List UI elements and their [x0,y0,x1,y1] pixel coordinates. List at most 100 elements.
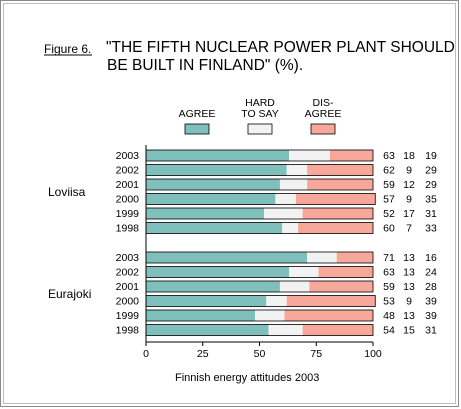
bar-segment-disagree [298,222,373,234]
data-label-disagree: 29 [425,165,437,177]
data-label-disagree: 33 [425,223,437,235]
bar-segment-disagree [318,266,373,278]
bar-segment-disagree [307,179,373,190]
bar-segment-agree [146,310,255,321]
data-label-disagree: 29 [425,179,437,191]
bar-segment-disagree [309,281,373,292]
bar-segment-disagree [307,164,373,176]
chart-title-line-2: BE BUILT IN FINLAND" (%). [107,57,303,74]
data-label-hard: 9 [406,194,412,206]
data-label-agree: 59 [383,179,395,191]
year-label: 2003 [116,150,140,162]
figure-label: Figure 6. [44,42,91,56]
bar-segment-hard [307,252,337,263]
data-label-agree: 60 [383,223,395,235]
data-label-hard: 9 [406,165,412,177]
bar-segment-agree [146,179,280,190]
data-label-disagree: 39 [425,310,437,322]
bar-segment-hard [264,208,303,219]
data-label-disagree: 31 [425,325,437,337]
data-label-agree: 62 [383,165,395,177]
bar-segment-hard [282,222,299,234]
bar-segment-hard [279,281,310,292]
bar-segment-hard [279,179,308,190]
bar-segment-agree [146,193,276,205]
data-label-agree: 63 [383,267,395,279]
bar-segment-hard [266,295,287,307]
bar-segment-hard [268,324,303,336]
bar-segment-agree [146,295,267,307]
data-label-agree: 53 [383,296,395,308]
data-label-hard: 7 [406,223,412,235]
group-label-loviisa: Loviisa [48,185,86,199]
bar-segment-disagree [302,208,373,219]
year-label: 1998 [116,223,140,235]
bar-segment-disagree [284,310,373,321]
bar-segment-agree [146,150,290,161]
data-label-disagree: 31 [425,208,437,220]
year-label: 2000 [116,296,140,308]
x-tick-label: 75 [310,348,322,360]
bar-segment-agree [146,266,290,278]
bar-segment-agree [146,164,287,176]
legend-swatch-hard [247,123,273,135]
data-label-disagree: 24 [425,267,437,279]
data-label-disagree: 19 [425,150,437,162]
x-tick-label: 100 [364,348,382,360]
legend-label-hard: TO SAY [241,108,279,120]
footer-caption: Finnish energy attitudes 2003 [175,372,319,384]
bar-segment-agree [146,222,283,234]
bar-segment-hard [286,164,308,176]
year-label: 1999 [116,208,140,220]
x-axis: 0 25 50 75 100 [143,145,382,360]
x-tick-label: 25 [197,348,209,360]
year-label: 2002 [116,267,140,279]
x-tick-label: 0 [143,348,149,360]
bar-segment-disagree [336,252,373,263]
data-label-disagree: 39 [425,296,437,308]
data-label-hard: 12 [403,179,415,191]
chart-title-line-1: "THE FIFTH NUCLEAR POWER PLANT SHOULD [106,39,455,56]
year-label: 2001 [116,281,140,293]
bar-segment-agree [146,324,269,336]
year-label: 2001 [116,179,140,191]
bar-segment-disagree [302,324,373,336]
year-label: 2003 [116,252,140,264]
data-label-disagree: 28 [425,281,437,293]
year-label: 1998 [116,325,140,337]
data-label-hard: 9 [406,296,412,308]
data-label-agree: 52 [383,208,395,220]
data-label-agree: 48 [383,310,395,322]
bar-segment-disagree [295,193,376,205]
data-label-disagree: 16 [425,252,437,264]
data-label-agree: 57 [383,194,395,206]
bar-segment-agree [146,208,265,219]
group-label-eurajoki: Eurajoki [48,287,91,301]
year-label: 2002 [116,165,140,177]
data-label-hard: 18 [403,150,415,162]
legend-label-hard: HARD [245,97,275,109]
bar-segment-hard [289,150,330,161]
legend-label-agree: AGREE [179,108,216,120]
data-label-hard: 13 [403,252,415,264]
bar-segment-disagree [286,295,376,307]
x-tick-label: 50 [254,348,266,360]
data-label-hard: 17 [403,208,415,220]
legend-swatch-disagree [310,123,336,135]
data-label-agree: 63 [383,150,395,162]
year-label: 2000 [116,194,140,206]
bar-segment-agree [146,281,280,292]
data-label-agree: 54 [383,325,395,337]
data-label-disagree: 35 [425,194,437,206]
data-label-hard: 15 [403,325,415,337]
data-label-hard: 13 [403,281,415,293]
year-label: 1999 [116,310,140,322]
bar-segment-hard [275,193,296,205]
legend-swatch-agree [184,123,210,135]
bars: Loviisa 2003 63 18 19 2002 62 9 29 2001 59 12 29 2000… [48,149,437,337]
data-label-agree: 71 [383,252,395,264]
data-label-hard: 13 [403,267,415,279]
